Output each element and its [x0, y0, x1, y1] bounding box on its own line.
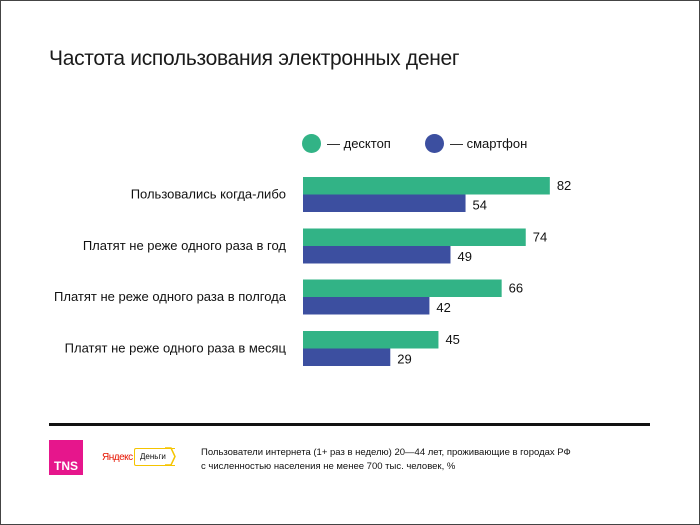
category-label: Платят не реже одного раза в месяц: [65, 341, 287, 356]
footer-divider: [49, 423, 650, 426]
category-label: Платят не реже одного раза в год: [83, 238, 287, 253]
category-label: Пользовались когда-либо: [131, 187, 286, 202]
footnote: Пользователи интернета (1+ раз в неделю)…: [201, 446, 571, 474]
category-label: Платят не реже одного раза в полгода: [54, 289, 287, 304]
tns-logo: TNS: [49, 440, 83, 475]
value-label-desktop: 74: [533, 230, 547, 245]
value-label-smartphone: 49: [457, 249, 471, 264]
legend-item-desktop: — десктоп: [302, 134, 391, 153]
value-label-desktop: 66: [509, 281, 523, 296]
bar-chart: Пользовались когда-либо 82 54 Платят не реж…: [54, 177, 571, 367]
bar-desktop: [303, 279, 502, 297]
footnote-line-2: с численностью населения не менее 700 ты…: [201, 461, 456, 472]
chart-title: Частота использования электронных денег: [49, 47, 460, 70]
bar-desktop: [303, 177, 550, 195]
legend-dot-smartphone-icon: [425, 134, 444, 153]
legend-dot-desktop-icon: [302, 134, 321, 153]
value-label-smartphone: 54: [473, 198, 487, 213]
value-label-desktop: 45: [445, 332, 459, 347]
value-label-desktop: 82: [557, 178, 571, 193]
dengi-logo: Деньги: [134, 448, 175, 466]
legend-label-smartphone: — смартфон: [450, 136, 528, 151]
yandex-logo-text: Яндекс: [102, 452, 133, 463]
legend-item-smartphone: — смартфон: [425, 134, 527, 153]
value-label-smartphone: 42: [436, 300, 450, 315]
bar-smartphone: [303, 297, 430, 315]
value-label-smartphone: 29: [397, 352, 411, 367]
bar-smartphone: [303, 194, 466, 212]
bar-smartphone: [303, 246, 451, 264]
dengi-logo-arrow-icon: [165, 447, 176, 466]
yandex-logo: Яндекс: [102, 452, 133, 463]
footnote-line-1: Пользователи интернета (1+ раз в неделю)…: [201, 447, 571, 458]
bar-desktop: [303, 228, 526, 246]
legend-label-desktop: — десктоп: [327, 136, 391, 151]
bar-desktop: [303, 331, 439, 349]
bar-smartphone: [303, 348, 391, 366]
